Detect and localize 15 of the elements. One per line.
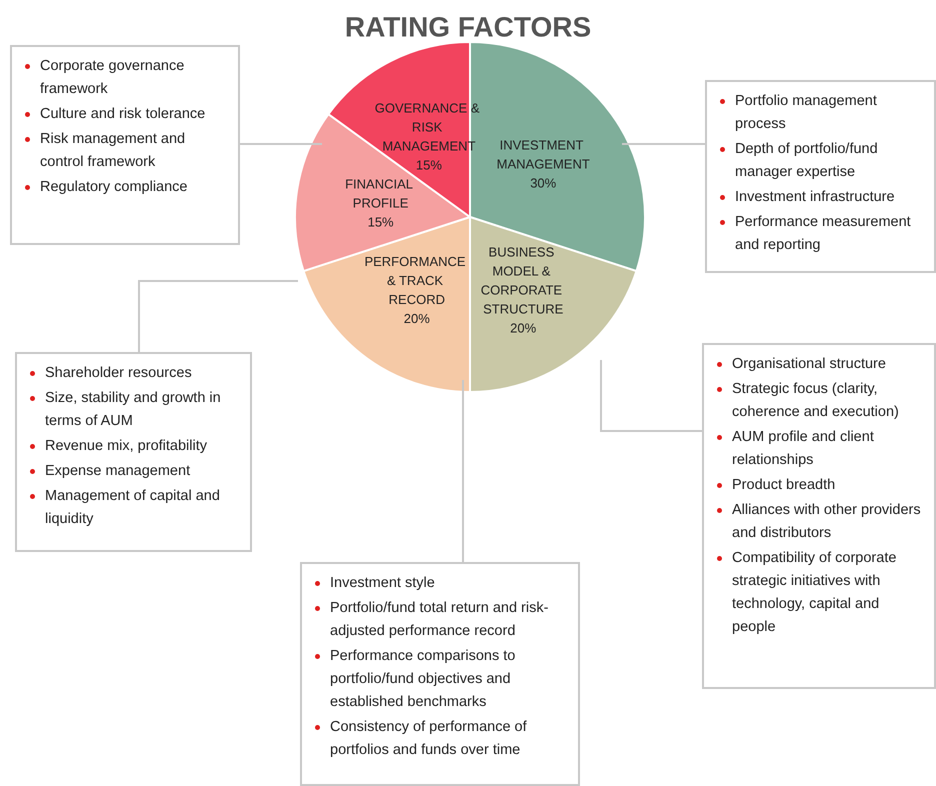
- text: Corporate governance framework Culture and risk tolerance Risk management and control framework Regulatory compliance: [40, 57, 206, 197]
- slice-label: PERFORMANCE & TRACK RECORD: [364, 254, 470, 308]
- data-label: 20%: [404, 311, 430, 326]
- data-label: 20%: [510, 320, 537, 336]
- chart-title: RATING FACTORS: [344, 12, 592, 42]
- text: Portfolio management process Depth of portfolio/fund manager expertise Investment infrastructure Performance measurement and reporting: [735, 92, 912, 255]
- data-label: 30%: [530, 175, 557, 190]
- text: Organisational structure Strategic focus (clarity, coherence and execution) AUM profile and client relationships Product breadth Alliances with other providers and distributors Compatibility of corporate strategic initiatives with technology, capital and people: [732, 356, 921, 635]
- slice-label: BUSINESS MODEL & CORPORATE STRUCTURE: [480, 244, 566, 317]
- data-label: 15%: [368, 214, 394, 230]
- text: Shareholder resources Size, stability and growth in terms of AUM Revenue mix, profitability Expense management Management of capital and liquidity: [45, 364, 222, 529]
- data-label: 15%: [416, 157, 442, 172]
- slice-label: FINANCIAL PROFILE: [345, 176, 416, 210]
- slice-label: INVESTMENT MANAGEMENT: [496, 137, 590, 172]
- text: Investment style Portfolio/fund total return and risk-adjusted performance record Performance comparisons to portfolio/fund objectives and established benchmarks Consistency of performance of portfolios and funds over time: [330, 574, 550, 760]
